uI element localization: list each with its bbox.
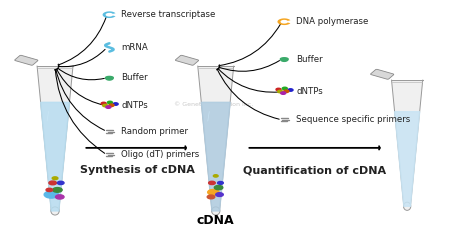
Circle shape: [209, 181, 215, 184]
Circle shape: [207, 195, 215, 199]
Circle shape: [213, 175, 218, 177]
Circle shape: [103, 104, 108, 107]
Circle shape: [216, 193, 223, 196]
Circle shape: [106, 106, 111, 108]
Circle shape: [218, 181, 223, 184]
Text: Quantification of cDNA: Quantification of cDNA: [244, 165, 386, 175]
Polygon shape: [280, 58, 288, 61]
FancyBboxPatch shape: [175, 55, 199, 65]
Circle shape: [53, 188, 62, 192]
Polygon shape: [106, 76, 113, 80]
Text: Buffer: Buffer: [121, 73, 148, 82]
Polygon shape: [102, 11, 116, 18]
Text: Synthesis of cDNA: Synthesis of cDNA: [80, 165, 195, 175]
Text: Random primer: Random primer: [121, 127, 188, 136]
Text: DNA polymerase: DNA polymerase: [296, 17, 368, 26]
Circle shape: [214, 185, 223, 190]
Circle shape: [276, 88, 281, 91]
Text: Oligo (dT) primers: Oligo (dT) primers: [121, 150, 200, 159]
Text: © Genetic Education Inc.: © Genetic Education Inc.: [173, 102, 253, 107]
Polygon shape: [392, 80, 423, 206]
Text: Sequence specific primers: Sequence specific primers: [296, 115, 410, 124]
Ellipse shape: [403, 202, 411, 210]
Circle shape: [49, 181, 56, 185]
Circle shape: [288, 89, 293, 91]
Polygon shape: [395, 112, 419, 206]
Text: dNTPs: dNTPs: [296, 87, 323, 96]
Circle shape: [283, 87, 287, 90]
Polygon shape: [201, 102, 230, 211]
Ellipse shape: [51, 207, 59, 215]
FancyBboxPatch shape: [371, 69, 394, 79]
Circle shape: [57, 181, 64, 184]
Circle shape: [113, 103, 118, 105]
Polygon shape: [198, 66, 234, 211]
Polygon shape: [37, 66, 73, 211]
Text: Buffer: Buffer: [296, 55, 323, 64]
Text: mRNA: mRNA: [121, 43, 148, 52]
Polygon shape: [277, 18, 291, 25]
Circle shape: [284, 90, 289, 93]
Circle shape: [208, 189, 219, 195]
Circle shape: [281, 92, 286, 94]
Circle shape: [109, 104, 114, 106]
Text: dNTPs: dNTPs: [121, 101, 148, 110]
Circle shape: [101, 102, 106, 105]
Ellipse shape: [211, 207, 220, 215]
Polygon shape: [41, 102, 70, 211]
Circle shape: [108, 101, 112, 104]
Text: cDNA: cDNA: [197, 214, 235, 227]
Circle shape: [52, 177, 58, 180]
FancyBboxPatch shape: [15, 55, 38, 65]
Circle shape: [55, 195, 64, 199]
Circle shape: [278, 90, 283, 93]
Circle shape: [44, 191, 58, 198]
Text: Reverse transcriptase: Reverse transcriptase: [121, 10, 216, 19]
Circle shape: [46, 188, 53, 192]
